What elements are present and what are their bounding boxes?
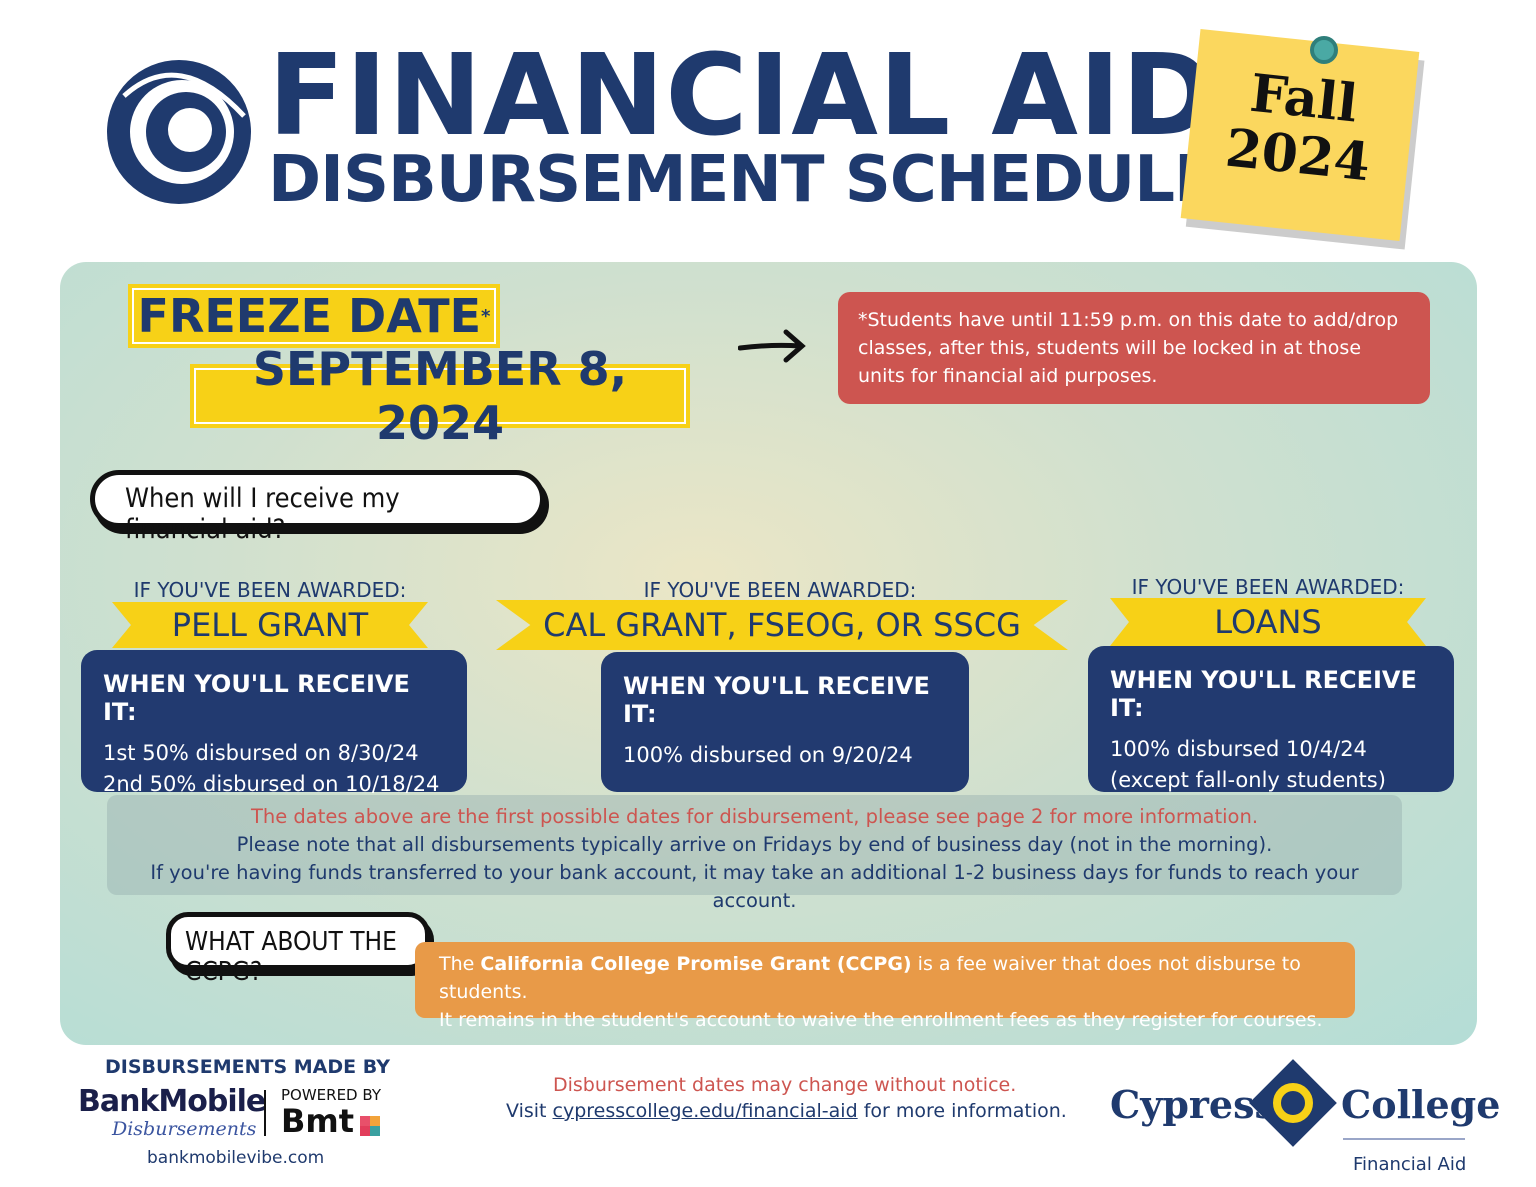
award-name: CAL GRANT, FSEOG, OR SSCG (496, 600, 1068, 650)
cypress-diamond-logo (1249, 1059, 1337, 1147)
award-name: PELL GRANT (112, 602, 428, 648)
award-card: WHEN YOU'LL RECEIVE IT: 100% disbursed o… (601, 652, 969, 792)
arrow-right-icon (738, 329, 806, 363)
award-prefix: IF YOU'VE BEEN AWARDED: (133, 578, 407, 602)
card-line: 100% disbursed 10/4/24 (1110, 737, 1367, 761)
made-by-label: DISBURSEMENTS MADE BY (105, 1056, 390, 1078)
dept-label: Financial Aid (1353, 1154, 1467, 1175)
ccpg-pre: The (439, 953, 481, 975)
freeze-label: FREEZE DATE (137, 289, 482, 343)
freeze-date: SEPTEMBER 8, 2024 (194, 342, 686, 450)
ccpg-bubble: WHAT ABOUT THE CCPG? (166, 912, 430, 987)
bankmobile-logo: BankMobile (78, 1084, 266, 1119)
disbursement-notes: The dates above are the first possible d… (107, 795, 1402, 912)
footer-notice: Disbursement dates may change without no… (553, 1074, 1017, 1096)
notes-line3: If you're having funds transferred to yo… (150, 861, 1359, 912)
title-line2: DISBURSEMENT SCHEDULE (268, 143, 1218, 217)
bankmobile-sub: Disbursements (112, 1118, 257, 1140)
bmt-dots-icon (360, 1116, 380, 1136)
cypress-swirl-logo (107, 60, 251, 204)
card-line: (except fall-only students) (1110, 768, 1386, 792)
award-card: WHEN YOU'LL RECEIVE IT: 100% disbursed 1… (1088, 646, 1454, 792)
footer-rule (1343, 1138, 1465, 1140)
college-name-right: College (1341, 1082, 1501, 1127)
bmt-logo: Bmt (281, 1102, 355, 1140)
award-prefix: IF YOU'VE BEEN AWARDED: (1131, 575, 1405, 599)
ccpg-info: The California College Promise Grant (CC… (415, 942, 1355, 1031)
asterisk: * (481, 305, 491, 327)
powered-by: POWERED BY (281, 1086, 382, 1104)
college-name-left: Cypress (1110, 1082, 1276, 1127)
card-line: 1st 50% disbursed on 8/30/24 (103, 741, 419, 765)
freeze-date-value-ribbon: SEPTEMBER 8, 2024 (190, 342, 690, 450)
award-card: WHEN YOU'LL RECEIVE IT: 1st 50% disburse… (81, 650, 467, 796)
notes-line2: Please note that all disbursements typic… (236, 833, 1273, 856)
pushpin-icon (1310, 36, 1338, 64)
ccpg-post: is a fee waiver that does not disburse t… (439, 953, 1301, 1003)
footer-visit: Visit cypresscollege.edu/financial-aid f… (506, 1100, 1067, 1122)
divider (264, 1090, 266, 1136)
ccpg-bold: California College Promise Grant (CCPG) (480, 953, 912, 975)
sticky-note: Fall 2024 (1180, 29, 1420, 241)
card-line: 100% disbursed on 9/20/24 (623, 743, 913, 767)
visit-post: for more information. (857, 1100, 1067, 1122)
bankmobile-site: bankmobilevibe.com (147, 1148, 325, 1168)
freeze-note: *Students have until 11:59 p.m. on this … (838, 292, 1430, 404)
financial-aid-link[interactable]: cypresscollege.edu/financial-aid (552, 1100, 858, 1122)
visit-pre: Visit (506, 1100, 553, 1122)
notes-red-line: The dates above are the first possible d… (250, 805, 1259, 828)
title-line1: FINANCIAL AID (268, 31, 1216, 161)
freeze-date-ribbon: FREEZE DATE * (128, 284, 500, 348)
card-heading: WHEN YOU'LL RECEIVE IT: (623, 672, 930, 728)
award-name: LOANS (1110, 598, 1426, 646)
card-line: 2nd 50% disbursed on 10/18/24 (103, 772, 440, 796)
award-prefix: IF YOU'VE BEEN AWARDED: (643, 578, 917, 602)
ccpg-line2: It remains in the student's account to w… (439, 1009, 1323, 1031)
card-heading: WHEN YOU'LL RECEIVE IT: (1110, 666, 1417, 722)
card-heading: WHEN YOU'LL RECEIVE IT: (103, 670, 410, 726)
question-bubble: When will I receive my financial aid? (90, 470, 545, 545)
